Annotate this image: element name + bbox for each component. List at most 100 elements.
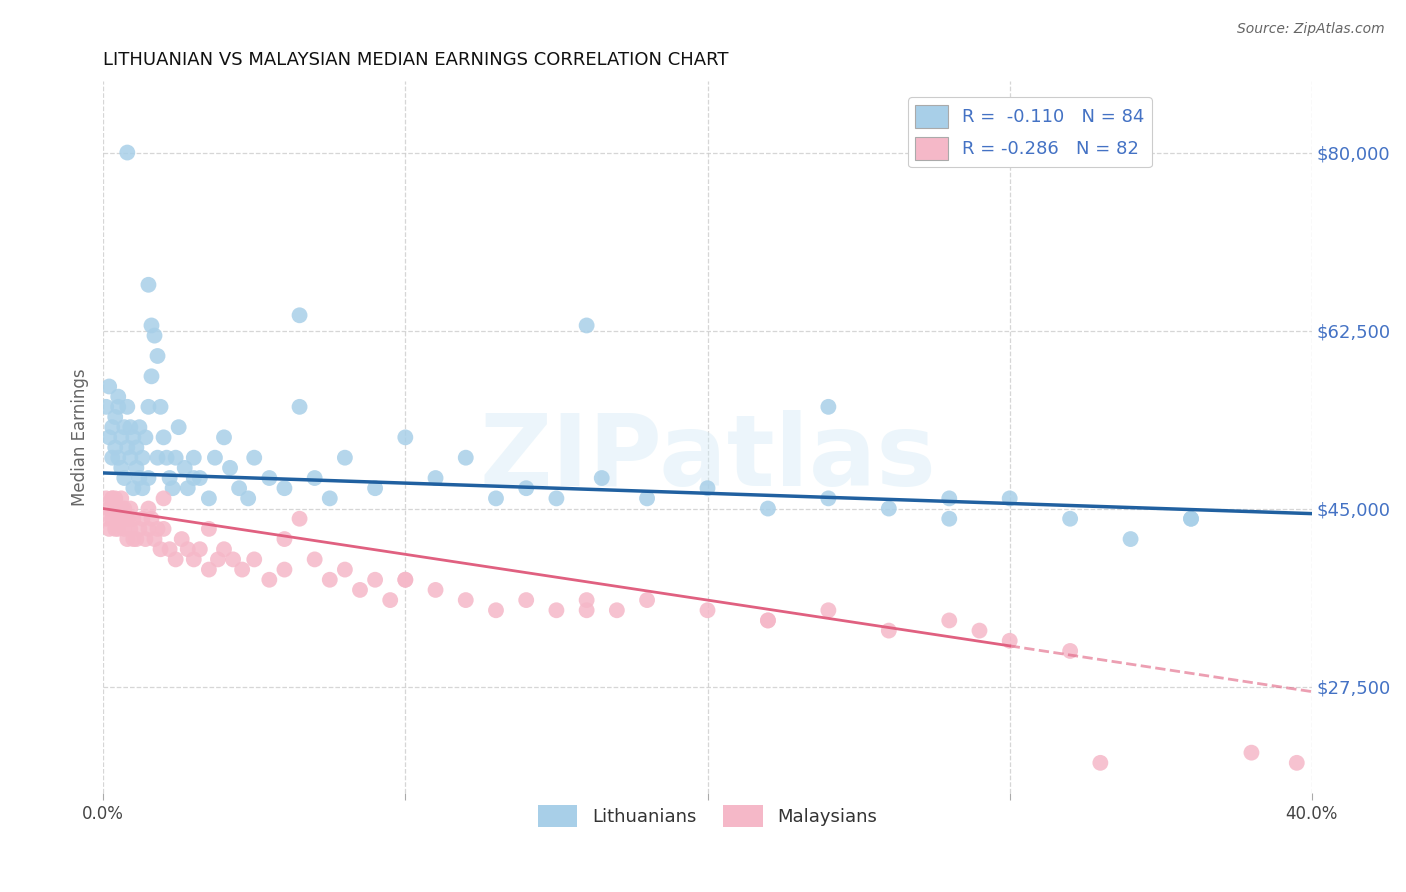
Point xyxy=(877,501,900,516)
Point xyxy=(575,603,598,617)
Point xyxy=(125,461,148,475)
Point xyxy=(112,501,135,516)
Point xyxy=(110,512,132,526)
Point xyxy=(198,491,221,506)
Point xyxy=(122,481,145,495)
Point xyxy=(112,420,135,434)
Point xyxy=(219,461,242,475)
Point xyxy=(128,471,150,485)
Point xyxy=(425,471,447,485)
Point xyxy=(98,501,121,516)
Point xyxy=(122,532,145,546)
Point xyxy=(938,614,960,628)
Text: LITHUANIAN VS MALAYSIAN MEDIAN EARNINGS CORRELATION CHART: LITHUANIAN VS MALAYSIAN MEDIAN EARNINGS … xyxy=(103,51,728,69)
Point xyxy=(152,522,174,536)
Point xyxy=(94,400,117,414)
Point xyxy=(162,481,184,495)
Point xyxy=(165,552,187,566)
Point xyxy=(125,532,148,546)
Point xyxy=(212,542,235,557)
Point xyxy=(134,430,156,444)
Point xyxy=(273,481,295,495)
Point xyxy=(117,512,139,526)
Point xyxy=(364,481,387,495)
Point xyxy=(134,532,156,546)
Point xyxy=(273,532,295,546)
Point xyxy=(259,471,281,485)
Point xyxy=(110,461,132,475)
Point xyxy=(243,450,266,465)
Point xyxy=(98,430,121,444)
Point xyxy=(485,491,508,506)
Point xyxy=(188,542,211,557)
Point xyxy=(228,481,250,495)
Point xyxy=(117,512,139,526)
Point xyxy=(122,512,145,526)
Point xyxy=(149,542,172,557)
Point xyxy=(231,563,253,577)
Point xyxy=(94,491,117,506)
Point xyxy=(117,145,139,160)
Point xyxy=(131,481,153,495)
Point xyxy=(152,491,174,506)
Point xyxy=(104,409,127,424)
Point xyxy=(817,603,839,617)
Point xyxy=(304,552,326,566)
Point xyxy=(273,563,295,577)
Text: ZIPatlas: ZIPatlas xyxy=(479,410,936,508)
Point xyxy=(454,593,477,607)
Point xyxy=(756,614,779,628)
Point xyxy=(143,532,166,546)
Point xyxy=(112,522,135,536)
Point xyxy=(756,501,779,516)
Point xyxy=(165,450,187,465)
Point xyxy=(146,450,169,465)
Point xyxy=(155,450,177,465)
Point xyxy=(173,461,195,475)
Point xyxy=(969,624,991,638)
Point xyxy=(138,277,160,292)
Point xyxy=(138,522,160,536)
Point xyxy=(364,573,387,587)
Text: Source: ZipAtlas.com: Source: ZipAtlas.com xyxy=(1237,22,1385,37)
Point xyxy=(817,400,839,414)
Point xyxy=(94,512,117,526)
Point xyxy=(1090,756,1112,770)
Point xyxy=(1180,512,1202,526)
Point xyxy=(591,471,613,485)
Point xyxy=(606,603,628,617)
Point xyxy=(319,573,342,587)
Point xyxy=(1180,512,1202,526)
Point xyxy=(998,633,1021,648)
Point xyxy=(107,400,129,414)
Point xyxy=(117,532,139,546)
Point xyxy=(546,603,568,617)
Point xyxy=(146,349,169,363)
Point xyxy=(333,563,356,577)
Point xyxy=(141,512,163,526)
Point xyxy=(143,328,166,343)
Point xyxy=(141,369,163,384)
Point xyxy=(349,582,371,597)
Point xyxy=(107,450,129,465)
Point xyxy=(288,512,311,526)
Point xyxy=(112,471,135,485)
Point xyxy=(454,450,477,465)
Point xyxy=(107,512,129,526)
Point xyxy=(485,603,508,617)
Point xyxy=(128,420,150,434)
Point xyxy=(120,522,142,536)
Point xyxy=(1240,746,1263,760)
Point xyxy=(131,450,153,465)
Point xyxy=(101,491,124,506)
Point xyxy=(394,573,416,587)
Point xyxy=(243,552,266,566)
Point xyxy=(756,614,779,628)
Point xyxy=(107,390,129,404)
Point xyxy=(170,532,193,546)
Point xyxy=(138,471,160,485)
Point xyxy=(138,400,160,414)
Point xyxy=(117,441,139,455)
Point xyxy=(1285,756,1308,770)
Point xyxy=(938,512,960,526)
